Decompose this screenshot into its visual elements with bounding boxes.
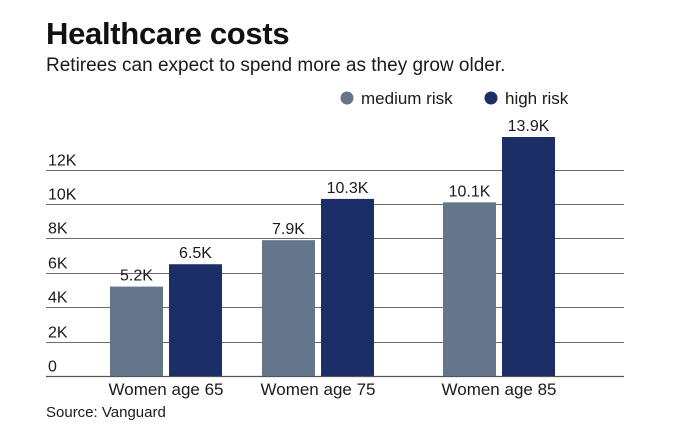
bar-medium-risk <box>110 286 163 376</box>
y-tick-label: 2K <box>48 325 68 342</box>
y-tick-label: 6K <box>48 256 68 273</box>
bar-high-risk <box>169 264 222 376</box>
bar-high-risk <box>321 198 374 376</box>
bar-high-risk <box>502 137 555 376</box>
bar-medium-risk <box>262 240 315 376</box>
bar-medium-risk <box>443 202 496 376</box>
data-label: 7.9K <box>272 221 305 238</box>
y-tick-label: 4K <box>48 290 68 307</box>
data-label: 13.9K <box>508 118 550 135</box>
data-label: 10.1K <box>449 183 491 200</box>
data-label: 6.5K <box>179 245 212 262</box>
chart-subtitle: Retirees can expect to spend more as the… <box>46 55 506 76</box>
x-tick-label: Women age 85 <box>442 380 557 399</box>
source-note: Source: Vanguard <box>46 404 166 421</box>
data-label: 10.3K <box>327 180 369 197</box>
x-tick-label: Women age 75 <box>261 380 376 399</box>
legend-swatch <box>340 91 354 105</box>
chart-title: Healthcare costs <box>46 16 290 51</box>
x-tick-label: Women age 65 <box>109 380 224 399</box>
y-tick-label: 8K <box>48 221 68 238</box>
data-label: 5.2K <box>120 268 153 285</box>
y-tick-label: 10K <box>48 187 77 204</box>
legend-label: medium risk <box>361 89 453 108</box>
y-tick-label: 12K <box>48 153 77 170</box>
legend-label: high risk <box>505 89 569 108</box>
y-tick-label: 0 <box>48 359 57 376</box>
legend-swatch <box>484 91 498 105</box>
